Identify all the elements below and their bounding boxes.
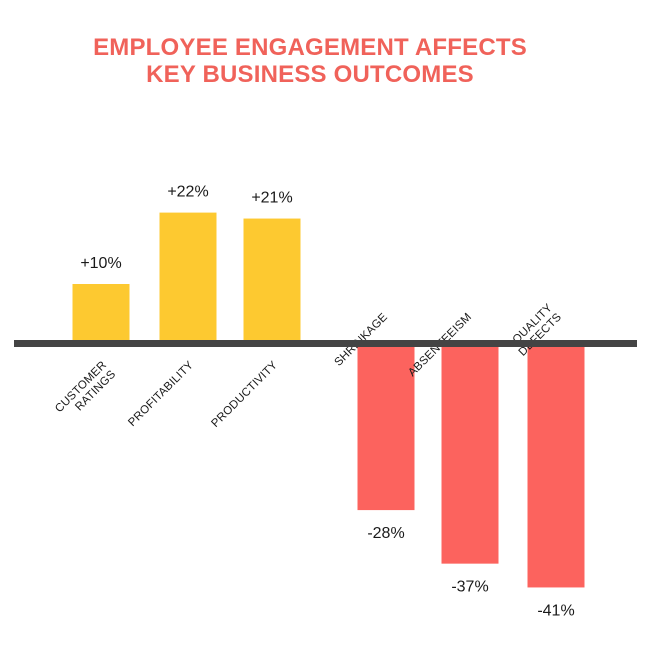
category-label-1-line-0: PROFITABILITY [126, 359, 196, 429]
bar-2 [243, 218, 301, 344]
chart-title-line-2: KEY BUSINESS OUTCOMES [146, 61, 474, 88]
data-label-1: +22% [167, 184, 208, 201]
data-label-4: -37% [451, 579, 488, 596]
chart-title-line-1: EMPLOYEE ENGAGEMENT AFFECTS [93, 34, 527, 61]
bar-1 [159, 212, 217, 344]
data-label-5: -41% [537, 602, 574, 619]
category-label-2-line-0: PRODUCTIVITY [209, 359, 280, 430]
bar-4 [441, 343, 499, 564]
chart-title: EMPLOYEE ENGAGEMENT AFFECTS KEY BUSINESS… [0, 34, 620, 88]
data-label-0: +10% [80, 255, 121, 272]
bar-0 [72, 284, 130, 344]
category-label-1: PROFITABILITY [126, 359, 196, 429]
bar-3 [357, 343, 415, 511]
data-label-3: -28% [367, 525, 404, 542]
category-label-2: PRODUCTIVITY [209, 359, 280, 430]
data-label-2: +21% [251, 190, 292, 207]
bar-5 [527, 343, 585, 588]
zero-baseline [14, 340, 637, 347]
